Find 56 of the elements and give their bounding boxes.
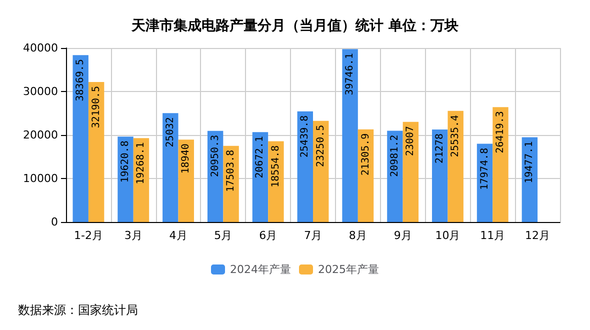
data-label: 18554.8 (270, 145, 282, 188)
bar (448, 110, 464, 222)
x-tick-label: 12月 (525, 229, 550, 242)
chart-title: 天津市集成电路产量分月（当月值）统计 单位：万块 (130, 17, 458, 34)
x-tick-label: 11月 (480, 229, 506, 242)
data-label: 19620.8 (120, 140, 132, 183)
data-label: 17503.8 (226, 150, 237, 192)
legend-label: 2024年产量 (230, 263, 292, 276)
data-label: 20981.2 (389, 134, 400, 177)
legend-label: 2025年产量 (318, 263, 379, 276)
y-tick-label: 10000 (23, 172, 58, 185)
x-tick-label: 6月 (259, 229, 278, 242)
y-tick-label: 20000 (23, 128, 58, 142)
data-label: 23007 (405, 126, 416, 156)
data-label: 23250.5 (315, 124, 326, 168)
x-tick-label: 1-2月 (74, 229, 103, 242)
bar (387, 130, 403, 222)
bar (162, 113, 178, 222)
data-label: 25439.8 (300, 115, 311, 158)
y-tick-label: 0 (51, 216, 58, 228)
data-label: 32190.5 (90, 86, 102, 128)
data-label: 20672.1 (254, 136, 266, 178)
data-label: 39746.1 (344, 53, 356, 96)
bar (268, 141, 284, 222)
data-label: 21278 (434, 133, 446, 164)
data-label: 20950.3 (210, 134, 221, 178)
bar (223, 146, 239, 222)
data-label: 18940 (180, 144, 192, 174)
y-tick-label: 40000 (23, 42, 58, 54)
data-label: 21305.9 (360, 133, 372, 176)
x-tick-label: 10月 (435, 229, 460, 242)
x-tick-label: 7月 (304, 229, 322, 242)
data-label: 19477.1 (524, 141, 536, 184)
data-label: 17974.8 (479, 148, 490, 190)
x-tick-label: 9月 (394, 229, 412, 242)
bar (118, 136, 134, 222)
x-tick-label: 3月 (124, 229, 142, 242)
bar (88, 82, 104, 222)
bar (342, 49, 358, 222)
data-label: 38369.5 (75, 59, 86, 102)
data-label: 19268.1 (136, 142, 147, 184)
bar (522, 137, 538, 222)
data-label: 26419.3 (494, 111, 506, 154)
y-tick-label: 30000 (23, 85, 58, 98)
x-tick-label: 5月 (214, 229, 232, 242)
bar (72, 55, 88, 222)
x-tick-label: 8月 (348, 229, 367, 242)
data-label: 25535.4 (450, 114, 462, 158)
bar (313, 120, 329, 222)
bar (297, 111, 313, 222)
x-tick-label: 4月 (169, 229, 188, 242)
source-note: 数据来源：国家统计局 (18, 303, 138, 317)
data-label: 25032 (164, 117, 176, 148)
bar (492, 107, 508, 222)
bar (432, 129, 448, 222)
bar (402, 122, 419, 222)
